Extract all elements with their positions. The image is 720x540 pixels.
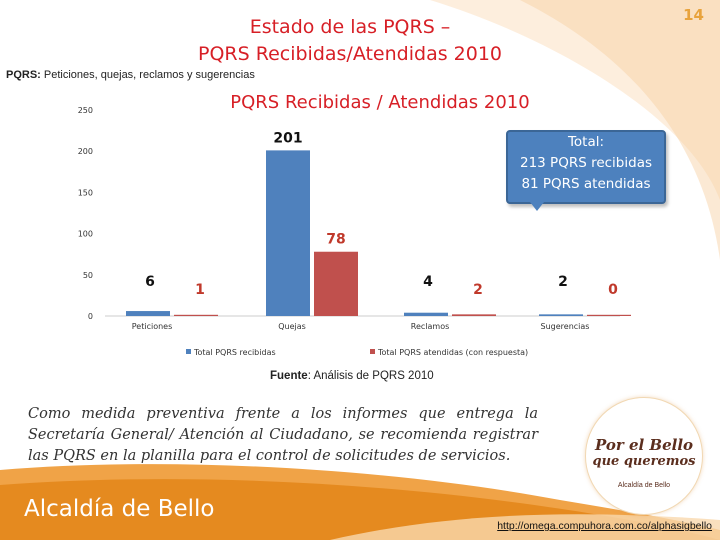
campaign-logo: Por el Bello que queremos Alcaldía de Be…	[585, 397, 703, 515]
data-label: 2	[558, 274, 568, 290]
logo-caption: Alcaldía de Bello	[617, 482, 671, 489]
slide-title-line2: PQRS Recibidas/Atendidas 2010	[198, 43, 502, 65]
page-number: 14	[683, 6, 704, 24]
y-tick-label: 50	[83, 271, 93, 280]
data-label: 6	[145, 274, 155, 290]
bar-recibidas-sugerencias	[539, 314, 583, 316]
data-label: 1	[195, 282, 205, 298]
category-label: Sugerencias	[541, 322, 590, 331]
data-label: 0	[608, 282, 618, 298]
legend-swatch	[186, 349, 191, 354]
bar-atendidas-quejas	[314, 251, 358, 316]
footer-link[interactable]: http://omega.compuhora.com.co/alphasigbe…	[497, 520, 712, 532]
bar-atendidas-reclamos	[452, 314, 496, 316]
totals-callout: Total: 213 PQRS recibidas 81 PQRS atendi…	[506, 130, 666, 204]
subtitle: PQRS: Peticiones, quejas, reclamos y sug…	[6, 69, 255, 81]
callout-line3: 81 PQRS atendidas	[521, 176, 651, 192]
data-label: 4	[423, 274, 433, 290]
bar-atendidas-peticiones	[174, 314, 218, 316]
legend-label: Total PQRS recibidas	[193, 348, 276, 357]
callout-line1: Total:	[567, 134, 605, 150]
subtitle-label: PQRS:	[6, 69, 41, 81]
y-tick-label: 0	[88, 312, 93, 321]
source-label: Fuente	[270, 370, 308, 382]
category-label: Peticiones	[132, 322, 173, 331]
legend-label: Total PQRS atendidas (con respuesta)	[377, 348, 528, 357]
bar-recibidas-reclamos	[404, 312, 448, 316]
recommendation-text: Como medida preventiva frente a los info…	[28, 406, 538, 464]
bar-chart: PQRS Recibidas / Atendidas 2010 0 50 100 15…	[78, 92, 631, 357]
y-tick-label: 250	[78, 106, 93, 115]
subtitle-text: Peticiones, quejas, reclamos y sugerenci…	[43, 69, 255, 81]
y-tick-label: 150	[78, 188, 93, 197]
chart-title: PQRS Recibidas / Atendidas 2010	[230, 92, 529, 113]
slide-title-line1: Estado de las PQRS –	[249, 16, 451, 38]
logo-line2: que queremos	[592, 454, 696, 469]
y-tick-label: 200	[78, 147, 93, 156]
source-note: Fuente: Análisis de PQRS 2010	[270, 370, 434, 382]
callout-line2: 213 PQRS recibidas	[520, 155, 652, 171]
category-label: Quejas	[278, 322, 306, 331]
source-text: : Análisis de PQRS 2010	[307, 370, 434, 382]
organization-name: Alcaldía de Bello	[24, 496, 215, 522]
callout-pointer	[530, 202, 544, 211]
category-label: Reclamos	[411, 322, 450, 331]
data-label: 201	[273, 130, 302, 146]
legend-swatch	[370, 349, 375, 354]
y-tick-label: 100	[78, 230, 93, 239]
data-label: 2	[473, 282, 483, 298]
data-label: 78	[326, 232, 345, 248]
bar-atendidas-sugerencias	[587, 314, 631, 316]
slide-title: Estado de las PQRS – PQRS Recibidas/Aten…	[120, 14, 580, 68]
logo-line1: Por el Bello	[594, 436, 694, 454]
bar-recibidas-quejas	[266, 150, 310, 316]
bar-recibidas-peticiones	[126, 311, 170, 316]
